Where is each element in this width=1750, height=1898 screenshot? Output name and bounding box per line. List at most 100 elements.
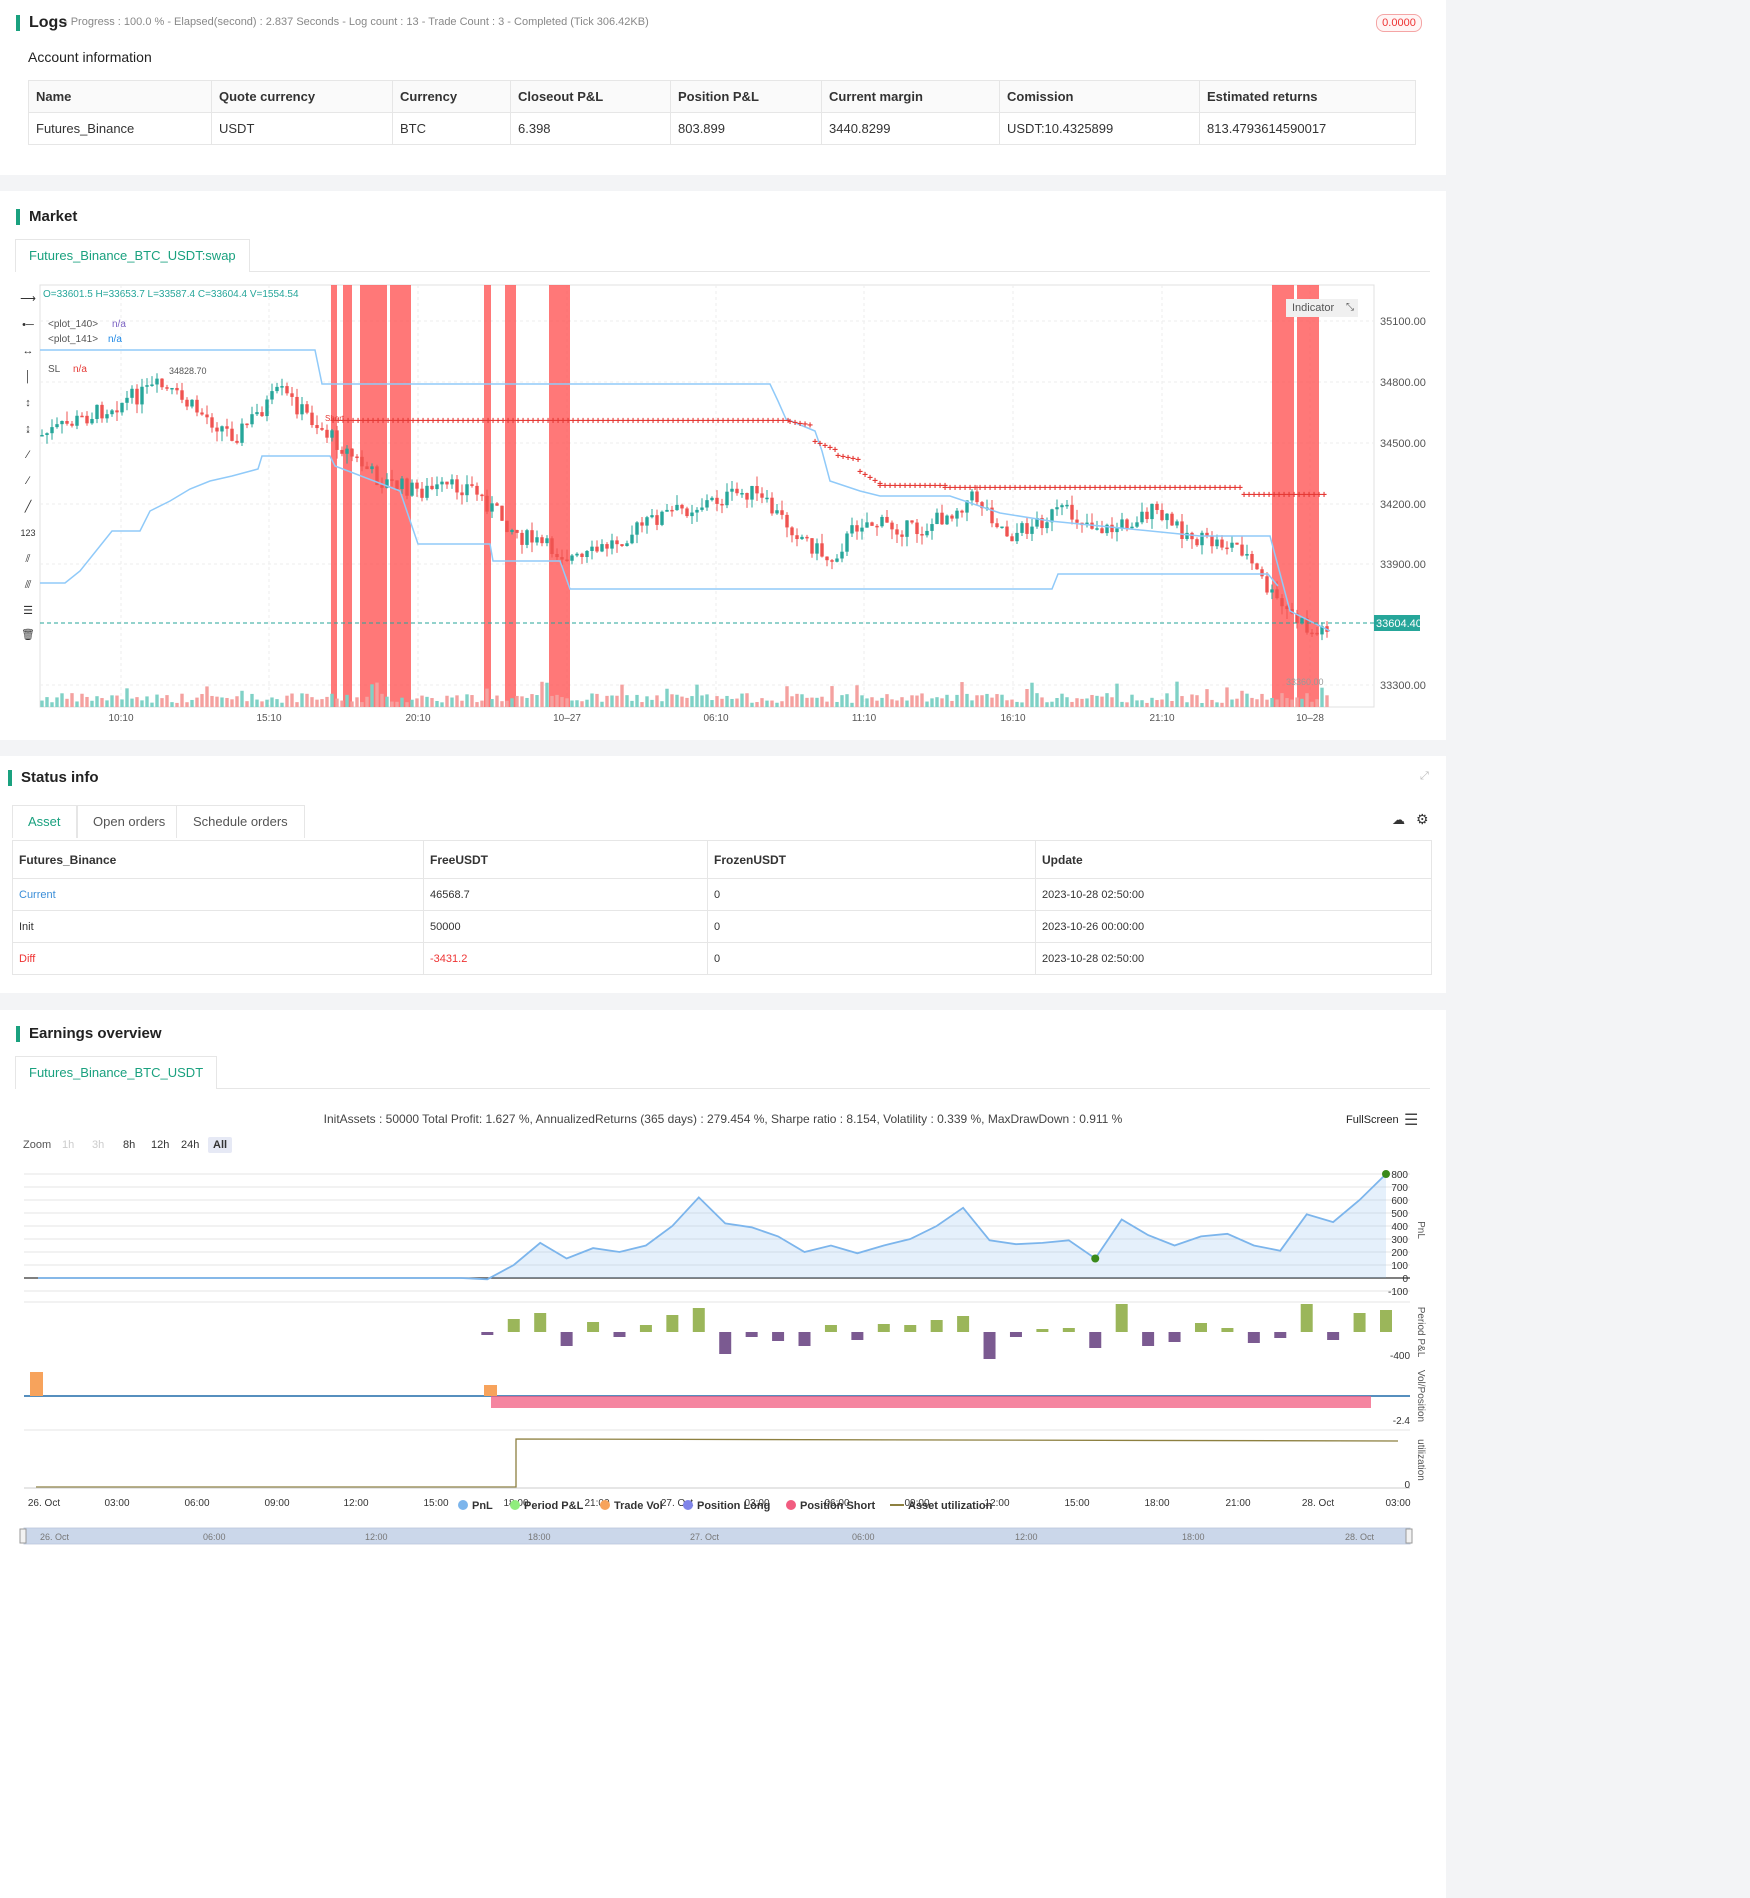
zoom-24h-button[interactable]: 24h	[181, 1139, 200, 1151]
volume-bar	[485, 688, 489, 707]
sl-marker: +	[660, 416, 666, 427]
candle-body	[955, 510, 959, 519]
market-tab[interactable]: Futures_Binance_BTC_USDT:swap	[15, 239, 250, 272]
sl-marker: +	[720, 416, 726, 427]
volume-bar	[1150, 697, 1154, 707]
sl-marker: +	[967, 483, 973, 494]
sl-marker: +	[775, 416, 781, 427]
candle-body	[820, 543, 824, 557]
legend-item-asset-utilization[interactable]: Asset utilization	[890, 1500, 992, 1512]
volume-bar	[565, 698, 569, 707]
vertical-line-tool-icon[interactable]: │	[24, 371, 32, 383]
candle-body	[680, 504, 684, 509]
candle-body	[940, 512, 944, 525]
volume-bar	[1155, 700, 1159, 707]
legend-label: PnL	[472, 1500, 493, 1512]
trend-line-tool-icon[interactable]: ⁄	[27, 449, 29, 461]
period-pnl-bar	[1353, 1313, 1366, 1332]
zoom-all-button[interactable]: All	[208, 1137, 233, 1153]
candle-body	[420, 488, 424, 498]
zoom-1h-button[interactable]: 1h	[62, 1139, 75, 1151]
volume-bar	[435, 700, 439, 707]
volume-bar	[60, 693, 64, 707]
collapse-icon[interactable]: ⤢	[1420, 770, 1429, 782]
volume-bar	[680, 696, 684, 707]
asset-free: 46568.7	[423, 878, 708, 911]
legend-item-period-p-l[interactable]: Period P&L	[510, 1500, 583, 1512]
candle-body	[375, 466, 379, 486]
tab-open-orders[interactable]: Open orders	[77, 805, 182, 838]
parallel-channel-tool-icon[interactable]: ⫽	[25, 553, 31, 565]
volume-bar	[900, 697, 904, 707]
tab-schedule-orders[interactable]: Schedule orders	[176, 805, 305, 838]
asset-table: Futures_Binance FreeUSDT FrozenUSDT Upda…	[12, 840, 1432, 975]
zoom-3h-button[interactable]: 3h	[92, 1139, 105, 1151]
candle-body	[860, 527, 864, 532]
volume-bar	[1015, 701, 1019, 707]
volume-bar	[800, 694, 804, 707]
candle-body	[935, 512, 939, 525]
price-label-tool-icon[interactable]: 123	[20, 528, 36, 538]
vertical-segment-tool-icon[interactable]: ↨	[25, 423, 31, 435]
fullscreen-button[interactable]: FullScreen	[1346, 1114, 1399, 1126]
horizontal-line-tool-icon[interactable]: ⟶	[20, 293, 36, 305]
expand-icon[interactable]: ⤡	[1342, 299, 1358, 317]
candlestick-chart[interactable]: 35100.00 34800.00 34500.00 34200.00 33900.00…	[0, 191, 1446, 740]
grid-tool-icon[interactable]: ☰	[23, 605, 33, 617]
candle-body	[490, 503, 494, 512]
volume-bar	[940, 698, 944, 707]
candle-body	[655, 515, 659, 525]
sl-marker: +	[615, 416, 621, 427]
volume-bar	[1135, 700, 1139, 707]
earnings-tab[interactable]: Futures_Binance_BTC_USDT	[15, 1056, 218, 1089]
candle-body	[550, 538, 554, 555]
volume-bar	[275, 699, 279, 707]
volume-bar	[935, 697, 939, 707]
legend-item-position-short[interactable]: Position Short	[786, 1500, 875, 1512]
legend-item-pnl[interactable]: PnL	[458, 1500, 493, 1512]
ray-tool-icon[interactable]: ∕	[27, 475, 29, 487]
time-axis-label: 09:00	[904, 1498, 929, 1509]
fibonacci-tool-icon[interactable]: ⫻	[24, 579, 32, 591]
acct-cell: 803.899	[670, 112, 822, 145]
acct-header: Comission	[999, 80, 1200, 113]
time-tick-label: 06:10	[703, 713, 728, 724]
sl-marker: +	[812, 437, 818, 448]
trash-icon[interactable]: 🗑	[21, 629, 35, 641]
volume-bar	[920, 693, 924, 707]
gear-icon[interactable]: ⚙	[1416, 811, 1429, 827]
tab-asset[interactable]: Asset	[12, 805, 77, 838]
pnl-axis-label: 600	[1391, 1196, 1408, 1207]
sl-marker: +	[902, 481, 908, 492]
sl-marker: +	[1112, 483, 1118, 494]
zoom-8h-button[interactable]: 8h	[123, 1139, 136, 1151]
candle-body	[775, 510, 779, 514]
volume-bar	[160, 698, 164, 707]
horizontal-segment-tool-icon[interactable]: ↔	[22, 345, 34, 357]
sl-marker: +	[1172, 483, 1178, 494]
volume-bar	[360, 702, 364, 707]
legend-item-position-long[interactable]: Position Long	[683, 1500, 770, 1512]
volume-bar	[820, 696, 824, 707]
earnings-chart[interactable]: 800 700 600 500 400 300 200 100 0 -100 PnL -400 Peri…	[0, 1160, 1446, 1580]
plot-141-line	[40, 455, 1279, 590]
sl-marker: +	[545, 416, 551, 427]
sl-marker: +	[1207, 483, 1213, 494]
cloud-download-icon[interactable]: ☁	[1392, 812, 1405, 827]
segment-tool-icon[interactable]: ╱	[24, 501, 32, 513]
period-pnl-bar	[1142, 1332, 1155, 1346]
acct-cell: 3440.8299	[821, 112, 1000, 145]
indicator-button[interactable]: Indicator	[1286, 299, 1348, 317]
zoom-12h-button[interactable]: 12h	[151, 1139, 170, 1151]
pnl-axis-label: 0	[1402, 1274, 1408, 1285]
legend-item-trade-vol[interactable]: Trade Vol	[600, 1500, 663, 1512]
volume-bar	[490, 699, 494, 707]
menu-icon[interactable]: ☰	[1404, 1112, 1419, 1129]
vertical-ray-tool-icon[interactable]: ↕	[25, 397, 31, 409]
sl-marker: +	[932, 481, 938, 492]
horizontal-ray-tool-icon[interactable]: •─	[22, 319, 34, 331]
candle-body	[930, 524, 934, 531]
volume-bar	[475, 702, 479, 707]
position-short-bar	[491, 1396, 1371, 1408]
candle-body	[60, 421, 64, 425]
